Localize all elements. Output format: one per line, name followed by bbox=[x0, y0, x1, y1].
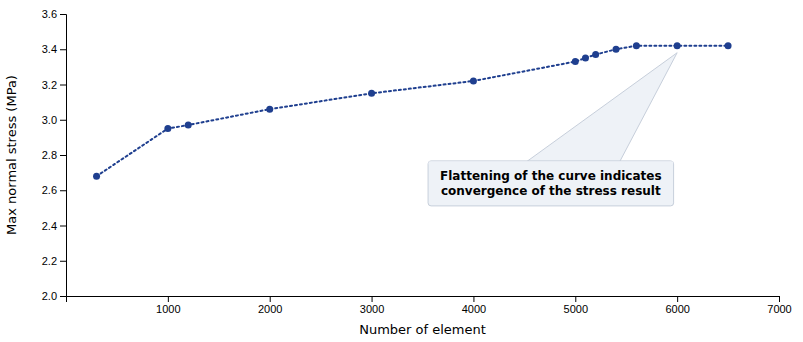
tick: 2.6 bbox=[42, 184, 66, 196]
tick: 7000 bbox=[767, 296, 791, 315]
line bbox=[97, 46, 729, 176]
tick-mark bbox=[677, 296, 678, 302]
point bbox=[185, 122, 192, 129]
point bbox=[633, 42, 640, 49]
point bbox=[266, 106, 273, 113]
tick: 3.4 bbox=[42, 43, 66, 55]
tick-label: 3.6 bbox=[42, 8, 57, 20]
axis-line bbox=[60, 15, 67, 297]
tick: 3.6 bbox=[42, 8, 66, 20]
tick-label: 3.0 bbox=[42, 114, 57, 126]
point bbox=[93, 173, 100, 180]
tick-label: 2.8 bbox=[42, 149, 57, 161]
tick: 3.0 bbox=[42, 114, 66, 126]
tick: 2.4 bbox=[42, 220, 66, 232]
tick: 5000 bbox=[564, 296, 588, 315]
annotation-box bbox=[428, 161, 674, 206]
point bbox=[164, 125, 171, 132]
point bbox=[582, 55, 589, 62]
tick-mark bbox=[168, 296, 169, 302]
tick: 2.0 bbox=[42, 290, 66, 302]
tick-mark bbox=[60, 261, 66, 262]
markers bbox=[93, 42, 732, 179]
plot: 1000 2000 3000 4000 5000 6000 7000 2.0 2.2 2.4 2.6… bbox=[42, 8, 792, 315]
tick-label: 3.2 bbox=[42, 79, 57, 91]
tick-label: 3000 bbox=[360, 303, 384, 315]
tick-label: 2000 bbox=[258, 303, 282, 315]
tick-label: 3.4 bbox=[42, 43, 57, 55]
tick: 1000 bbox=[156, 296, 180, 315]
tick-mark bbox=[60, 226, 66, 227]
axis-line bbox=[67, 297, 780, 303]
point bbox=[613, 46, 620, 53]
annotation-pointer bbox=[526, 53, 677, 162]
point bbox=[592, 51, 599, 58]
point bbox=[674, 42, 681, 49]
y-axis: 2.0 2.2 2.4 2.6 2.8 3.0 3.2 3.4 3.6 bbox=[42, 8, 67, 302]
tick-mark bbox=[60, 85, 66, 86]
tick-mark bbox=[60, 296, 66, 297]
tick: 4000 bbox=[462, 296, 486, 315]
tick: 3000 bbox=[360, 296, 384, 315]
tick-mark bbox=[779, 296, 780, 302]
tick-label: 2.4 bbox=[42, 220, 57, 232]
tick-label: 1000 bbox=[156, 303, 180, 315]
data-area bbox=[93, 42, 732, 179]
point bbox=[572, 58, 579, 65]
chart: 1000 2000 3000 4000 5000 6000 7000 2.0 2.2 2.4 2.6… bbox=[0, 0, 803, 342]
tick: 2000 bbox=[258, 296, 282, 315]
tick: 3.2 bbox=[42, 79, 66, 91]
tick-label: 2.0 bbox=[42, 290, 57, 302]
tick-label: 4000 bbox=[462, 303, 486, 315]
x-axis: 1000 2000 3000 4000 5000 6000 7000 bbox=[67, 296, 792, 315]
tick-mark bbox=[60, 155, 66, 156]
y-axis-title: Max normal stress (MPa) bbox=[4, 75, 19, 235]
x-axis-title: Number of element bbox=[359, 322, 486, 337]
tick-mark bbox=[575, 296, 576, 302]
tick-label: 2.6 bbox=[42, 184, 57, 196]
annotation-seam bbox=[429, 161, 674, 164]
annotation: Flattening of the curve indicatesconverg… bbox=[428, 53, 677, 206]
point bbox=[470, 77, 477, 84]
tick-label: 6000 bbox=[665, 303, 689, 315]
tick-mark bbox=[60, 49, 66, 50]
tick-mark bbox=[372, 296, 373, 302]
tick-label: 7000 bbox=[767, 303, 791, 315]
tick-mark bbox=[473, 296, 474, 302]
tick: 2.8 bbox=[42, 149, 66, 161]
tick-mark bbox=[270, 296, 271, 302]
tick-label: 2.2 bbox=[42, 255, 57, 267]
point bbox=[725, 42, 732, 49]
tick-mark bbox=[60, 190, 66, 191]
tick-mark bbox=[60, 14, 66, 15]
tick-mark bbox=[60, 120, 66, 121]
annotation-text: Flattening of the curve indicatesconverg… bbox=[440, 169, 662, 198]
tick: 6000 bbox=[665, 296, 689, 315]
point bbox=[368, 90, 375, 97]
tick-label: 5000 bbox=[564, 303, 588, 315]
tick: 2.2 bbox=[42, 255, 66, 267]
